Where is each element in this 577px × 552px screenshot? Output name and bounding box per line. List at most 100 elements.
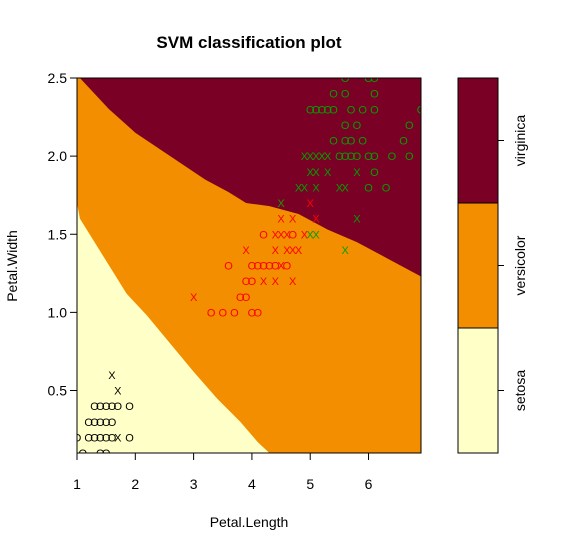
virginica-point: O (370, 167, 379, 179)
virginica-point: X (307, 151, 315, 163)
virginica-point: O (341, 120, 350, 132)
versicolor-point: O (218, 307, 227, 319)
virginica-point: X (312, 229, 320, 241)
virginica-point: X (277, 198, 285, 210)
virginica-point: O (417, 104, 426, 116)
setosa-point: O (90, 401, 99, 413)
setosa-point: O (96, 448, 105, 460)
virginica-point: X (295, 182, 303, 194)
versicolor-point: X (307, 198, 315, 210)
setosa-point: O (96, 401, 105, 413)
setosa-point: O (90, 417, 99, 429)
virginica-point: X (353, 167, 361, 179)
virginica-point: X (353, 214, 361, 226)
virginica-point: O (341, 136, 350, 148)
versicolor-point: O (259, 261, 268, 273)
virginica-point: O (335, 151, 344, 163)
setosa-point: O (79, 448, 88, 460)
setosa-point: X (114, 432, 122, 444)
y-tick-label: 1.0 (48, 304, 68, 320)
virginica-point: O (405, 151, 414, 163)
versicolor-point: X (272, 276, 280, 288)
virginica-point: O (341, 151, 350, 163)
versicolor-point: O (253, 261, 262, 273)
setosa-point: O (90, 432, 99, 444)
virginica-point: O (353, 151, 362, 163)
versicolor-point: O (242, 292, 251, 304)
x-tick-label: 6 (365, 476, 373, 492)
decision-regions (77, 78, 421, 453)
virginica-point: O (341, 89, 350, 101)
virginica-point: X (324, 167, 332, 179)
legend-label-setosa: setosa (512, 370, 528, 411)
region-virginica (77, 78, 421, 277)
setosa-point: O (73, 432, 82, 444)
virginica-point: O (347, 151, 356, 163)
y-tick-label: 2.0 (48, 148, 68, 164)
virginica-point: X (301, 151, 309, 163)
versicolor-point: O (283, 261, 292, 273)
setosa-point: O (114, 401, 123, 413)
legend-label-versicolor: versicolor (512, 235, 528, 295)
virginica-point: O (388, 151, 397, 163)
virginica-point: O (382, 182, 391, 194)
x-axis-label: Petal.Length (210, 514, 289, 530)
chart-title: SVM classification plot (156, 33, 341, 52)
setosa-point: O (125, 401, 134, 413)
virginica-point: O (323, 104, 332, 116)
versicolor-point: X (272, 229, 280, 241)
versicolor-point: X (283, 229, 291, 241)
virginica-point: X (301, 182, 309, 194)
setosa-point: O (84, 417, 93, 429)
versicolor-point: O (271, 261, 280, 273)
versicolor-point: X (289, 276, 297, 288)
y-tick-label: 0.5 (48, 383, 68, 399)
virginica-point: O (364, 73, 373, 85)
y-axis: 0.5 1.0 1.5 2.0 2.5 (48, 70, 78, 399)
virginica-point: X (342, 182, 350, 194)
class-legend: setosa versicolor virginica (457, 77, 528, 454)
virginica-point: O (329, 104, 338, 116)
versicolor-point: O (236, 292, 245, 304)
virginica-point: X (312, 151, 320, 163)
setosa-point: O (108, 417, 117, 429)
virginica-point: O (399, 136, 408, 148)
virginica-point: O (370, 89, 379, 101)
versicolor-point: O (230, 307, 239, 319)
versicolor-point: O (207, 307, 216, 319)
x-tick-label: 1 (73, 476, 81, 492)
virginica-point: O (358, 136, 367, 148)
versicolor-point: X (277, 198, 285, 210)
virginica-point: O (405, 120, 414, 132)
virginica-point: O (347, 104, 356, 116)
versicolor-point: O (288, 229, 297, 241)
versicolor-point: X (295, 245, 303, 257)
x-tick-label: 3 (190, 476, 198, 492)
setosa-point: O (84, 432, 93, 444)
setosa-point: O (102, 401, 111, 413)
legend-swatch-virginica (457, 77, 499, 204)
legend-swatch-setosa (457, 327, 499, 454)
setosa-point: O (108, 432, 117, 444)
versicolor-point: O (253, 307, 262, 319)
y-axis-label: Petal.Width (4, 230, 20, 302)
legend-swatch-versicolor (457, 202, 499, 329)
legend-label-virginica: virginica (512, 115, 528, 167)
setosa-point: O (102, 417, 111, 429)
virginica-point: X (318, 151, 326, 163)
virginica-point: O (353, 120, 362, 132)
versicolor-point: X (301, 229, 309, 241)
setosa-point: O (102, 432, 111, 444)
versicolor-point: O (265, 261, 274, 273)
setosa-point: X (108, 370, 116, 382)
setosa-point: O (96, 417, 105, 429)
x-tick-label: 2 (131, 476, 139, 492)
versicolor-point: X (190, 292, 198, 304)
virginica-point: O (364, 151, 373, 163)
virginica-point: X (312, 167, 320, 179)
setosa-point: O (125, 432, 134, 444)
versicolor-point: X (242, 245, 250, 257)
virginica-point: X (324, 151, 332, 163)
